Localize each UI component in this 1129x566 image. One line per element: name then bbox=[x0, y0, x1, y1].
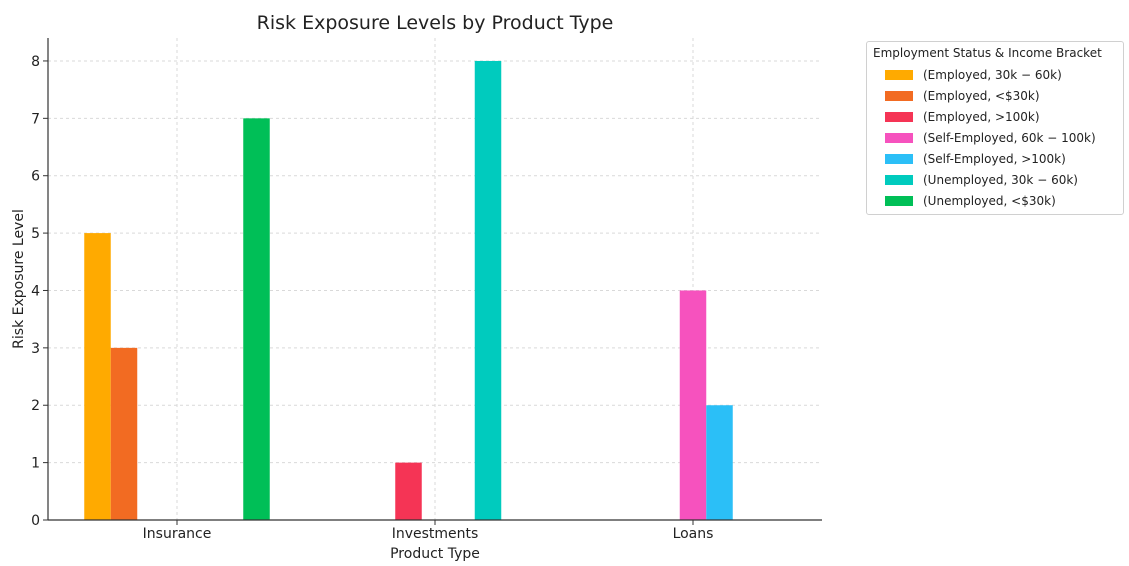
legend-swatch bbox=[885, 195, 913, 206]
chart-title: Risk Exposure Levels by Product Type bbox=[257, 12, 614, 34]
legend-item: (Unemployed, 30k − 60k) bbox=[873, 169, 1117, 190]
legend: Employment Status & Income Bracket (Empl… bbox=[866, 41, 1124, 215]
y-tick-label: 2 bbox=[31, 398, 40, 414]
bar bbox=[110, 347, 138, 520]
y-tick-label: 6 bbox=[31, 169, 40, 185]
bar bbox=[706, 405, 733, 520]
y-tick-label: 4 bbox=[31, 283, 40, 299]
legend-label: (Self-Employed, >100k) bbox=[923, 151, 1066, 166]
bar bbox=[84, 233, 111, 520]
x-tick-label: Insurance bbox=[143, 526, 212, 542]
legend-swatch bbox=[885, 69, 913, 80]
bar bbox=[679, 290, 707, 520]
y-tick-label: 7 bbox=[31, 111, 40, 127]
legend-swatch bbox=[885, 111, 913, 122]
x-axis-title: Product Type bbox=[390, 546, 480, 562]
bar bbox=[243, 118, 270, 520]
x-tick-label: Investments bbox=[392, 526, 479, 542]
legend-item: (Unemployed, <$30k) bbox=[873, 190, 1117, 211]
y-tick-label: 5 bbox=[31, 226, 40, 242]
y-tick-label: 0 bbox=[31, 513, 40, 529]
legend-swatch bbox=[885, 153, 913, 164]
legend-label: (Self-Employed, 60k − 100k) bbox=[923, 130, 1096, 145]
legend-label: (Employed, >100k) bbox=[923, 109, 1040, 124]
y-axis-title: Risk Exposure Level bbox=[11, 209, 27, 349]
legend-item: (Self-Employed, >100k) bbox=[873, 148, 1117, 169]
x-tick-label: Loans bbox=[673, 526, 714, 542]
legend-items: (Employed, 30k − 60k) (Employed, <$30k) (E… bbox=[873, 64, 1117, 211]
legend-label: (Unemployed, 30k − 60k) bbox=[923, 172, 1078, 187]
y-tick-label: 8 bbox=[31, 54, 40, 70]
bar bbox=[395, 462, 422, 520]
legend-label: (Employed, <$30k) bbox=[923, 88, 1040, 103]
bars-layer bbox=[84, 60, 733, 520]
legend-item: (Employed, 30k − 60k) bbox=[873, 64, 1117, 85]
legend-label: (Employed, 30k − 60k) bbox=[923, 67, 1062, 82]
legend-label: (Unemployed, <$30k) bbox=[923, 193, 1056, 208]
legend-item: (Self-Employed, 60k − 100k) bbox=[873, 127, 1117, 148]
legend-item: (Employed, >100k) bbox=[873, 106, 1117, 127]
legend-swatch bbox=[885, 132, 913, 143]
legend-title: Employment Status & Income Bracket bbox=[873, 46, 1102, 60]
bar bbox=[474, 60, 502, 520]
axes-layer: 0 1 2 3 4 5 6 7 8 Insurance Investments Loans bbox=[31, 38, 822, 542]
grid-layer bbox=[48, 38, 822, 521]
legend-item: (Employed, <$30k) bbox=[873, 85, 1117, 106]
y-tick-label: 3 bbox=[31, 341, 40, 357]
legend-swatch bbox=[885, 174, 913, 185]
y-tick-label: 1 bbox=[31, 456, 40, 472]
legend-swatch bbox=[885, 90, 913, 101]
